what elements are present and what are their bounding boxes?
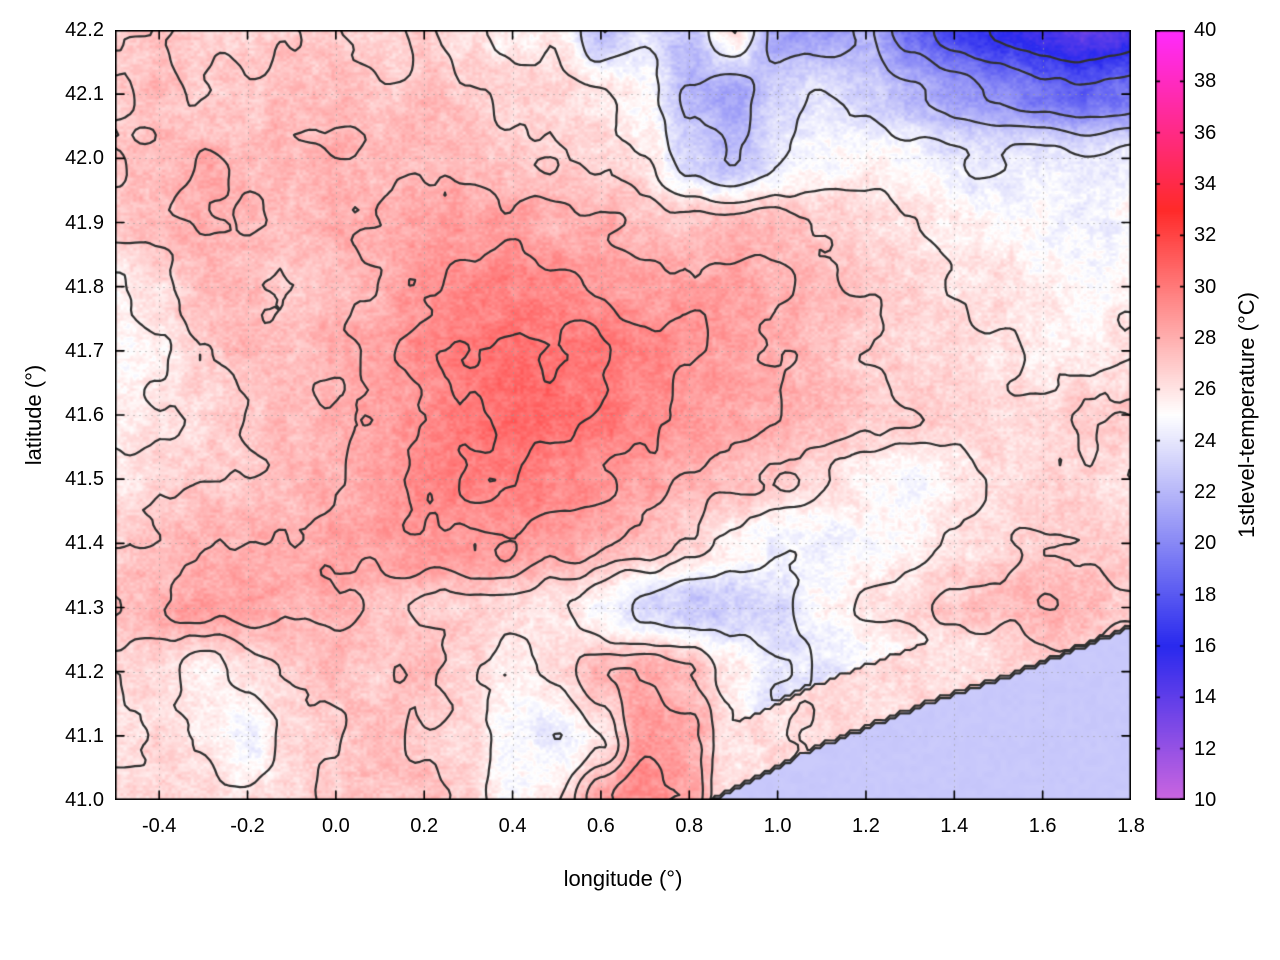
x-tick-label: 1.2 bbox=[852, 815, 880, 837]
y-tick-label: 41.1 bbox=[65, 724, 104, 747]
heatmap-plot-area bbox=[115, 30, 1131, 800]
x-tick-label: 0.8 bbox=[675, 815, 704, 837]
colorbar-tick-label: 40 bbox=[1194, 19, 1217, 41]
y-tick-label: 41.8 bbox=[65, 275, 104, 298]
y-tick-label: 41.6 bbox=[65, 404, 104, 426]
y-tick-label: 41.7 bbox=[65, 339, 104, 362]
colorbar-tick-label: 14 bbox=[1194, 686, 1217, 709]
y-tick-label: 41.3 bbox=[65, 596, 104, 619]
colorbar-tick-label: 18 bbox=[1194, 583, 1217, 606]
x-tick-label: 0.4 bbox=[498, 815, 527, 837]
colorbar-tick-label: 26 bbox=[1194, 378, 1217, 401]
x-tick-label: 1.6 bbox=[1028, 815, 1057, 837]
y-tick-label: 41.4 bbox=[65, 532, 104, 555]
colorbar bbox=[1155, 30, 1185, 800]
y-tick-label: 41.2 bbox=[65, 660, 104, 683]
colorbar-tick-label: 30 bbox=[1194, 275, 1217, 298]
y-tick-label: 42.1 bbox=[65, 83, 104, 106]
colorbar-tick-label: 36 bbox=[1194, 121, 1217, 144]
x-tick-label: 1.8 bbox=[1117, 815, 1145, 837]
colorbar-tick-label: 22 bbox=[1194, 481, 1217, 503]
colorbar-tick-label: 12 bbox=[1194, 737, 1217, 760]
x-tick-label: 1.0 bbox=[763, 815, 792, 837]
colorbar-tick-label: 10 bbox=[1194, 789, 1217, 811]
colorbar-label: 1stlevel-temperature (°C) bbox=[1234, 292, 1259, 538]
colorbar-tick-label: 24 bbox=[1194, 429, 1217, 452]
colorbar-tick-label: 32 bbox=[1194, 224, 1217, 247]
x-axis-label: longitude (°) bbox=[563, 866, 683, 891]
y-tick-label: 42.0 bbox=[65, 147, 104, 170]
x-tick-label: -0.2 bbox=[230, 815, 265, 837]
x-tick-label: 0.6 bbox=[587, 815, 615, 837]
colorbar-tick-label: 28 bbox=[1194, 327, 1217, 349]
y-tick-label: 42.2 bbox=[65, 19, 104, 41]
x-tick-label: 1.4 bbox=[940, 815, 969, 837]
colorbar-tick-label: 20 bbox=[1194, 532, 1217, 555]
y-tick-label: 41.5 bbox=[65, 468, 104, 491]
colorbar-tick-label: 38 bbox=[1194, 70, 1217, 93]
colorbar-tick-label: 16 bbox=[1194, 635, 1217, 657]
x-tick-label: -0.4 bbox=[141, 815, 177, 837]
x-tick-label: 0.2 bbox=[410, 815, 439, 837]
y-tick-label: 41.9 bbox=[65, 211, 104, 234]
colorbar-tick-label: 34 bbox=[1194, 173, 1217, 195]
y-tick-label: 41.0 bbox=[65, 789, 104, 811]
x-tick-label: 0.0 bbox=[321, 815, 350, 837]
